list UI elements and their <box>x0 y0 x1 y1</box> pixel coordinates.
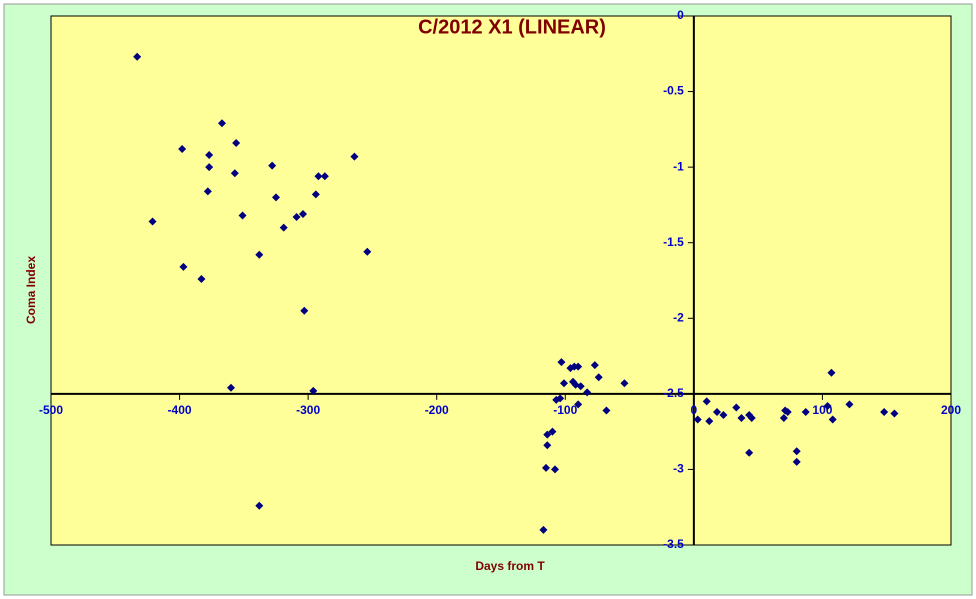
point <box>590 361 599 370</box>
point <box>880 407 889 416</box>
point <box>255 250 264 259</box>
chart-title: C/2012 X1 (LINEAR) <box>418 16 606 38</box>
x-tick-label: -200 <box>425 403 449 417</box>
point <box>232 138 241 147</box>
point <box>583 388 592 397</box>
point <box>827 368 836 377</box>
point <box>542 463 550 472</box>
point <box>779 414 788 423</box>
y-tick-label: -0.5 <box>663 84 684 98</box>
point <box>713 407 721 416</box>
point <box>705 417 714 426</box>
point <box>203 187 212 196</box>
point <box>279 223 288 232</box>
point <box>792 457 801 466</box>
x-tick-label: -100 <box>553 403 577 417</box>
point <box>576 382 585 391</box>
plot-area <box>50 15 952 546</box>
point <box>783 407 792 416</box>
point <box>890 409 899 418</box>
point <box>227 383 235 392</box>
point <box>314 172 323 181</box>
y-tick-label: 0 <box>677 8 684 22</box>
y-tick-label: -1.5 <box>663 235 684 249</box>
x-tick-label: 200 <box>941 403 961 417</box>
point <box>747 414 756 423</box>
point <box>548 427 557 436</box>
point <box>801 407 810 416</box>
point <box>205 163 214 172</box>
y-tick-label: -3 <box>673 462 684 476</box>
x-axis-label: Days from T <box>475 559 545 573</box>
y-tick-label: -2 <box>673 310 684 324</box>
point <box>133 52 142 61</box>
point <box>539 525 548 534</box>
point <box>737 414 746 423</box>
point <box>719 411 728 420</box>
point <box>693 415 702 424</box>
point <box>732 403 741 412</box>
x-tick-label: -400 <box>168 403 192 417</box>
point <box>299 209 307 218</box>
point <box>320 172 329 181</box>
point <box>268 161 277 170</box>
point <box>556 394 565 403</box>
x-tick-label: -300 <box>296 403 320 417</box>
point <box>543 441 552 450</box>
point <box>594 373 603 382</box>
point <box>823 401 832 410</box>
point <box>702 397 711 406</box>
point <box>309 386 318 395</box>
point <box>560 379 568 388</box>
y-axis-label: Coma Index <box>24 256 38 324</box>
point <box>845 400 854 409</box>
point <box>197 274 206 283</box>
point <box>551 465 559 474</box>
point <box>255 501 264 510</box>
point <box>230 169 239 178</box>
x-tick-label: 0 <box>691 403 698 417</box>
point <box>574 362 583 371</box>
y-tick-label: -3.5 <box>663 537 684 551</box>
point <box>238 211 247 220</box>
point <box>620 379 629 388</box>
point <box>602 406 611 415</box>
point <box>179 262 188 271</box>
point <box>792 447 801 456</box>
point <box>745 448 754 457</box>
point <box>350 152 359 161</box>
point <box>300 306 309 315</box>
y-tick-label: -2.5 <box>663 386 684 400</box>
point <box>292 213 301 222</box>
point <box>557 358 566 367</box>
point <box>178 145 187 154</box>
y-tick-label: -1 <box>673 159 684 173</box>
point <box>311 190 320 199</box>
x-tick-label: -500 <box>39 403 63 417</box>
point <box>574 400 583 409</box>
point <box>363 247 372 256</box>
point <box>828 415 837 424</box>
point <box>205 151 214 160</box>
point <box>272 193 280 202</box>
point <box>218 119 226 128</box>
point <box>543 430 552 439</box>
point <box>148 217 157 226</box>
